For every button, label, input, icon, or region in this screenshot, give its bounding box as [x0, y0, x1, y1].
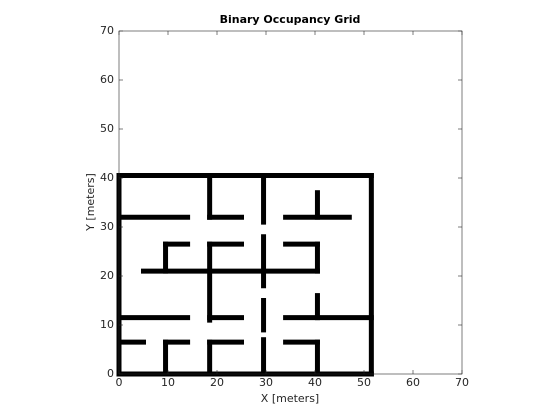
x-tick-label: 10	[161, 376, 175, 389]
axes-box	[118, 30, 463, 375]
y-tick-label: 0	[107, 367, 114, 380]
y-tick-label: 40	[100, 171, 114, 184]
y-tick-label: 10	[100, 318, 114, 331]
x-tick-label: 40	[308, 376, 322, 389]
x-tick-label: 60	[406, 376, 420, 389]
y-tick-label: 50	[100, 122, 114, 135]
x-tick-label: 70	[455, 376, 469, 389]
y-tick-label: 60	[100, 73, 114, 86]
x-tick-label: 0	[116, 376, 123, 389]
chart-title: Binary Occupancy Grid	[220, 13, 361, 26]
y-tick-label: 70	[100, 24, 114, 37]
x-axis-label: X [meters]	[261, 392, 319, 405]
x-tick-label: 50	[357, 376, 371, 389]
y-tick-label: 20	[100, 269, 114, 282]
x-tick-label: 20	[210, 376, 224, 389]
y-axis-label: Y [meters]	[84, 173, 97, 232]
y-tick-label: 30	[100, 220, 114, 233]
x-tick-label: 30	[259, 376, 273, 389]
